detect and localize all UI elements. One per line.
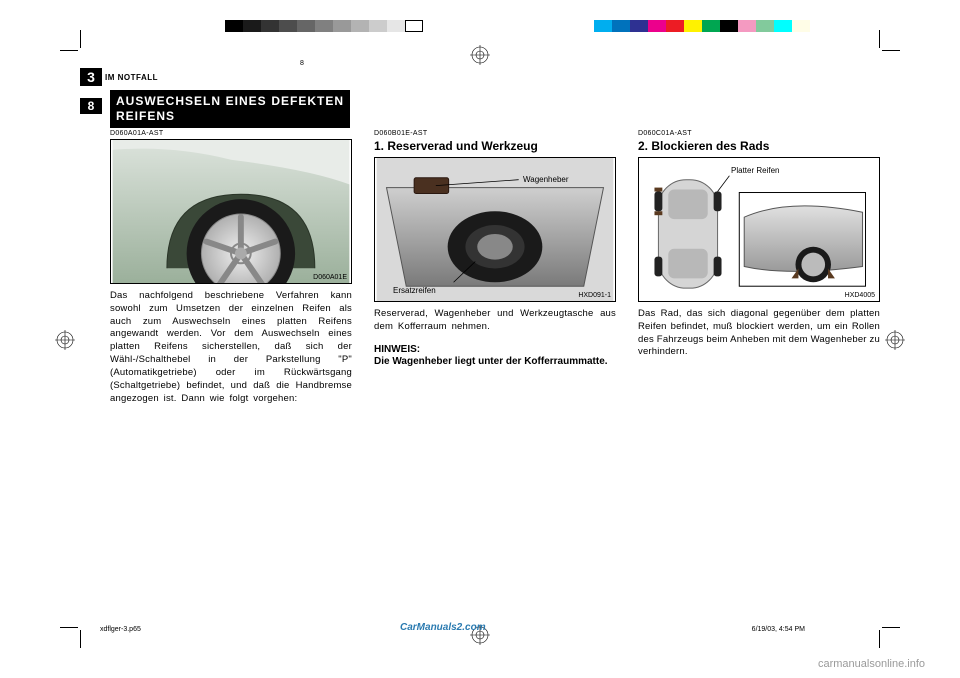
crop-mark	[882, 627, 900, 628]
watermark-bottom: carmanualsonline.info	[818, 658, 925, 670]
crop-mark	[80, 630, 81, 648]
footer-filename: xdflger-3.p65	[100, 626, 141, 633]
footer-page: 8	[300, 60, 960, 620]
chapter-label: IM NOTFALL	[105, 73, 158, 82]
color-colorbar	[594, 20, 810, 32]
crop-mark	[879, 30, 880, 48]
crop-mark	[882, 50, 900, 51]
crop-mark	[60, 627, 78, 628]
crop-mark	[879, 630, 880, 648]
registration-mark-left	[55, 330, 75, 350]
greyscale-colorbar	[225, 20, 423, 32]
chapter-tab: 3 IM NOTFALL	[80, 68, 158, 86]
crop-mark	[80, 30, 81, 48]
crop-mark	[60, 50, 78, 51]
watermark: CarManuals2.com	[400, 622, 486, 633]
footer-date: 6/19/03, 4:54 PM	[752, 626, 805, 633]
page-number: 8	[80, 98, 102, 114]
chapter-number: 3	[80, 68, 102, 86]
